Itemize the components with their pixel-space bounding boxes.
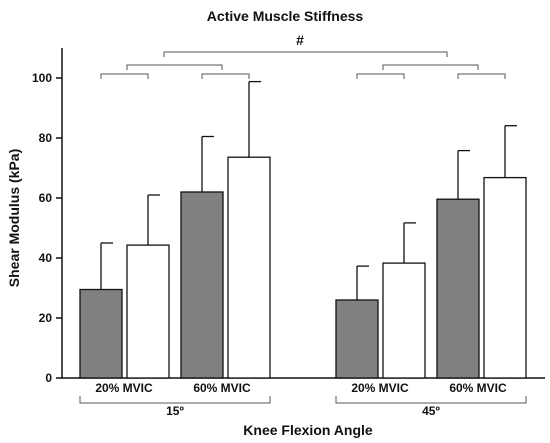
y-tick-label: 100 <box>32 71 52 85</box>
bar <box>126 244 170 379</box>
bracket-15-between <box>126 64 223 70</box>
bar <box>436 198 480 379</box>
bar <box>335 299 379 379</box>
bar <box>180 191 224 379</box>
y-axis-label: Shear Modulus (kPa) <box>6 149 22 287</box>
y-tick-label: 40 <box>39 251 53 265</box>
y-tick-label: 60 <box>39 191 53 205</box>
significance-brackets: # <box>100 32 506 79</box>
x-subcategory-label: 60% MVIC <box>193 381 251 395</box>
x-group-label: 45º <box>422 404 440 418</box>
bracket-15-20mvic <box>100 73 149 79</box>
bracket-45-60mvic <box>457 73 506 79</box>
y-tick-label: 20 <box>39 311 53 325</box>
x-axis-label: Knee Flexion Angle <box>243 422 373 438</box>
x-subcategory-label: 20% MVIC <box>95 381 153 395</box>
bar <box>227 156 271 379</box>
significance-label: # <box>296 32 304 48</box>
x-subcategory-label: 60% MVIC <box>449 381 507 395</box>
x-subcategory-label: 20% MVIC <box>351 381 409 395</box>
bar <box>79 288 123 379</box>
x-group-bracket <box>335 396 527 404</box>
y-tick-label: 80 <box>39 131 53 145</box>
bracket-15-60mvic <box>201 73 250 79</box>
bar <box>483 176 527 379</box>
chart-title: Active Muscle Stiffness <box>207 8 364 24</box>
x-categories: 20% MVIC 60% MVIC 15º 20% MVIC 60% MVIC 45º <box>79 381 527 418</box>
x-group-label: 15º <box>166 404 184 418</box>
x-group-bracket <box>79 396 271 404</box>
y-tick-label: 0 <box>45 371 52 385</box>
bars-layer <box>79 80 527 379</box>
bar <box>382 262 426 379</box>
bracket-between-angles <box>163 51 448 57</box>
bracket-45-between <box>382 64 479 70</box>
bracket-45-20mvic <box>356 73 405 79</box>
